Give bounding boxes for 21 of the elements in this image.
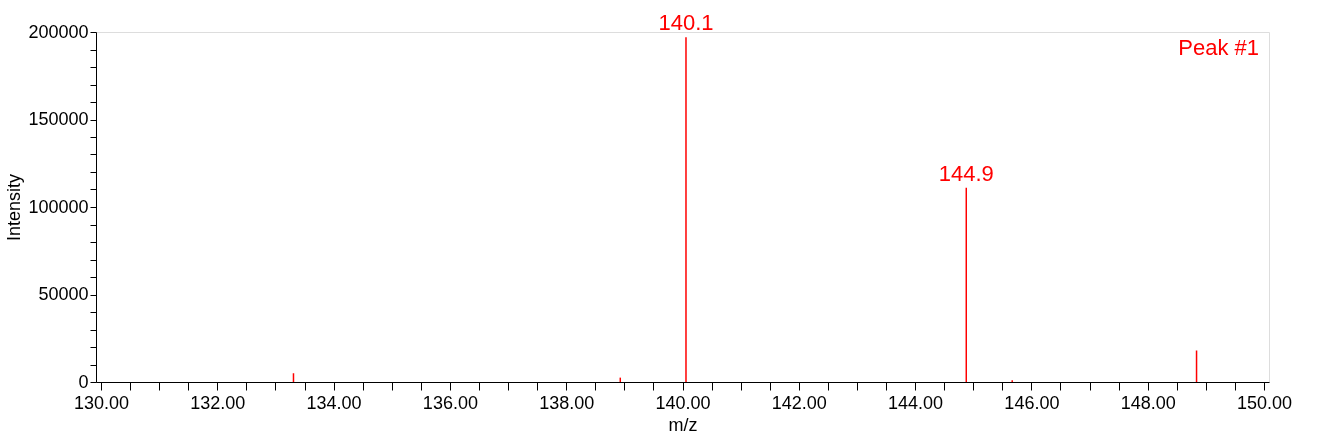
x-tick-label: 138.00 <box>539 392 595 413</box>
x-axis-title: m/z <box>668 414 698 435</box>
y-tick-label: 150000 <box>28 109 89 129</box>
x-tick-label: 130.00 <box>73 392 130 413</box>
y-axis-title: Intensity <box>4 173 25 242</box>
x-tick-label: 144.00 <box>888 392 944 413</box>
y-tick-label: 200000 <box>28 21 89 42</box>
y-tick-label: 50000 <box>38 284 89 304</box>
x-tick-label: 142.00 <box>771 392 827 413</box>
x-tick-label: 150.00 <box>1236 392 1293 413</box>
x-tick-label: 148.00 <box>1120 392 1176 413</box>
x-tick-label: 132.00 <box>190 392 246 413</box>
x-tick-label: 140.00 <box>655 392 711 413</box>
y-tick-label: 100000 <box>28 196 89 217</box>
annotation: 144.9 <box>938 160 994 186</box>
annotation: 140.1 <box>658 10 714 36</box>
x-tick-label: 134.00 <box>306 392 362 413</box>
x-tick-label: 136.00 <box>422 392 478 413</box>
annotation: Peak #1 <box>1178 35 1259 60</box>
y-tick-label: 0 <box>78 371 89 392</box>
x-tick-label: 146.00 <box>1004 392 1060 413</box>
